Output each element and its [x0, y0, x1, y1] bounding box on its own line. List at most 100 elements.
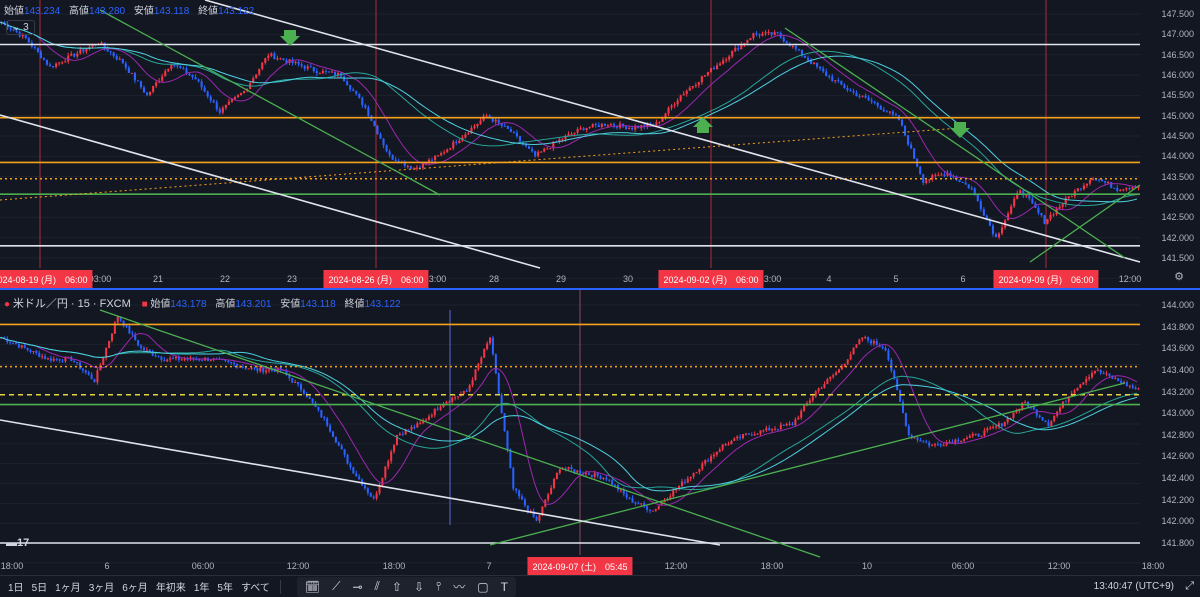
- candle-body: [422, 420, 425, 423]
- candle-body: [771, 429, 774, 431]
- candle-body: [198, 359, 201, 361]
- trend-line-icon[interactable]: ⟋: [332, 579, 341, 593]
- candle-body: [297, 61, 300, 65]
- lower-chart-canvas[interactable]: [0, 290, 1200, 575]
- tradingview-logo[interactable]: ▬17: [6, 537, 30, 549]
- candle-body: [512, 468, 515, 489]
- calendar-icon[interactable]: 🗓: [304, 579, 321, 594]
- candle-body: [294, 382, 297, 384]
- upper-chart-pane[interactable]: 始値143.234 高値143.280 安値143.118 終値143.122 …: [0, 0, 1200, 289]
- candle-body: [109, 51, 112, 53]
- candle-body: [809, 60, 813, 64]
- candle-body: [145, 92, 149, 95]
- candle-body: [259, 367, 262, 372]
- parallel-channel-icon[interactable]: ⫽: [374, 579, 380, 593]
- candle-body: [1128, 385, 1131, 387]
- candle-body: [537, 151, 540, 157]
- trend-line-green: [489, 382, 1126, 546]
- candle-body: [567, 134, 570, 136]
- candle-body: [1000, 423, 1003, 427]
- settings-icon[interactable]: ⚙: [1174, 271, 1184, 283]
- range-button[interactable]: 1ヶ月: [55, 583, 81, 594]
- indicators-collapse-button[interactable]: ⌄ 3: [6, 20, 35, 35]
- range-button[interactable]: 5日: [31, 583, 48, 594]
- candle-body: [957, 439, 960, 442]
- candle-body: [125, 325, 128, 327]
- candle-body: [285, 370, 288, 375]
- candle-body: [977, 433, 980, 437]
- candle-body: [691, 85, 694, 88]
- candle-body: [180, 359, 183, 361]
- symbol-title[interactable]: 米ドル／円 · 15 · FXCM: [12, 298, 131, 310]
- high-value: 143.280: [88, 6, 126, 17]
- candle-body: [945, 442, 948, 446]
- vertical-line-icon[interactable]: ⫯: [436, 579, 442, 593]
- candle-body: [318, 73, 321, 75]
- candle-body: [299, 384, 303, 390]
- candle-body: [794, 419, 797, 426]
- candle-body: [486, 343, 489, 350]
- candle-body: [1007, 213, 1010, 221]
- lower-chart-pane[interactable]: ● 米ドル／円 · 15 · FXCM ■ 始値143.178 高値143.20…: [0, 290, 1200, 576]
- rectangle-icon[interactable]: ▢: [477, 579, 489, 594]
- candle-body: [468, 385, 471, 392]
- candle-body: [951, 441, 954, 444]
- arrow-down-icon[interactable]: ⇩: [413, 579, 425, 594]
- candle-body: [491, 118, 494, 122]
- candle-body: [1052, 214, 1055, 216]
- candle-body: [715, 65, 719, 70]
- candle-body: [825, 71, 828, 77]
- candle-body: [764, 32, 767, 34]
- candle-body: [743, 43, 746, 45]
- candle-body: [722, 60, 725, 64]
- price-axis-label: 143.000: [1161, 191, 1194, 202]
- clock-timezone[interactable]: 13:40:47 (UTC+9): [1093, 581, 1174, 592]
- candle-body: [81, 368, 84, 371]
- range-button[interactable]: 年初来: [155, 583, 186, 594]
- candle-body: [61, 360, 64, 362]
- range-button[interactable]: 5年: [217, 583, 233, 594]
- range-button[interactable]: すべて: [240, 583, 270, 594]
- range-button[interactable]: 1日: [8, 583, 24, 594]
- candle-body: [873, 101, 876, 103]
- range-button[interactable]: 1年: [193, 583, 210, 594]
- candle-body: [773, 32, 776, 35]
- candle-body: [609, 124, 612, 126]
- candle-body: [648, 509, 651, 511]
- candle-body: [943, 174, 946, 176]
- text-icon[interactable]: T: [500, 579, 508, 594]
- candle-body: [840, 366, 843, 370]
- candle-body: [358, 476, 361, 480]
- candle-body: [646, 506, 649, 510]
- candle-body: [1040, 212, 1043, 216]
- fullscreen-icon[interactable]: ⤢: [1185, 580, 1194, 592]
- range-button[interactable]: 6ヶ月: [122, 583, 148, 594]
- candle-body: [971, 433, 974, 437]
- flag-icon: ●: [4, 299, 11, 310]
- candle-body: [1125, 382, 1128, 386]
- candle-body: [706, 72, 710, 76]
- candle-body: [888, 111, 891, 113]
- pane-separator[interactable]: [0, 288, 1200, 290]
- candle-body: [3, 337, 6, 339]
- candle-body: [646, 123, 649, 127]
- price-axis-label: 144.000: [1161, 151, 1194, 162]
- candle-body: [390, 451, 393, 462]
- price-axis-label: 144.500: [1161, 130, 1194, 141]
- arrow-up-icon[interactable]: ⇧: [391, 579, 402, 594]
- trend-line-green: [99, 9, 441, 196]
- candle-body: [1031, 198, 1034, 204]
- candle-body: [564, 135, 567, 140]
- candle-body: [890, 359, 893, 371]
- candle-body: [986, 428, 989, 431]
- horizontal-ray-icon[interactable]: ⊸: [352, 579, 363, 594]
- candle-body: [378, 485, 381, 494]
- candle-body: [258, 68, 261, 75]
- range-button[interactable]: 3ヶ月: [88, 583, 115, 594]
- candle-body: [247, 368, 250, 370]
- candle-body: [823, 383, 826, 388]
- candle-body: [737, 47, 740, 50]
- candle-body: [12, 29, 15, 31]
- upper-chart-canvas[interactable]: [0, 0, 1200, 288]
- path-icon[interactable]: 〰: [453, 580, 466, 594]
